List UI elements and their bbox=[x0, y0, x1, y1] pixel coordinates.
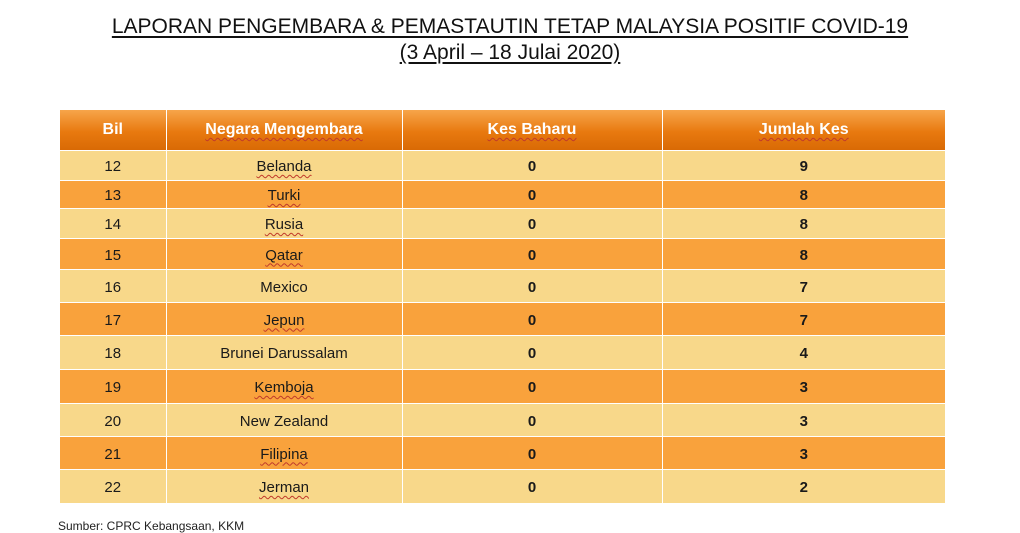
table-row: 12 Belanda 0 9 bbox=[60, 150, 945, 181]
cell-kes-baharu: 0 bbox=[402, 150, 663, 181]
table-row: 21 Filipina 0 3 bbox=[60, 436, 945, 470]
header-negara: Negara Mengembara bbox=[166, 110, 403, 151]
cell-negara: Jerman bbox=[166, 469, 403, 503]
cell-jumlah-kes: 8 bbox=[662, 208, 945, 239]
table-row: 16 Mexico 0 7 bbox=[60, 269, 945, 303]
cell-bil: 15 bbox=[60, 238, 167, 270]
header-kes-baharu: Kes Baharu bbox=[402, 110, 663, 151]
cell-bil: 22 bbox=[60, 469, 167, 503]
cell-jumlah-kes: 4 bbox=[662, 335, 945, 370]
source-note: Sumber: CPRC Kebangsaan, KKM bbox=[58, 519, 245, 533]
cell-kes-baharu: 0 bbox=[402, 208, 663, 239]
table-body: 12 Belanda 0 9 13 Turki 0 8 14 Rusia 0 8… bbox=[60, 150, 945, 503]
cell-negara: Brunei Darussalam bbox=[166, 335, 403, 370]
cell-bil: 13 bbox=[60, 180, 167, 209]
cell-jumlah-kes: 2 bbox=[662, 469, 945, 503]
header-bil: Bil bbox=[60, 110, 167, 151]
cell-kes-baharu: 0 bbox=[402, 269, 663, 303]
cell-bil: 18 bbox=[60, 335, 167, 370]
cell-bil: 14 bbox=[60, 208, 167, 239]
cell-kes-baharu: 0 bbox=[402, 436, 663, 470]
cell-kes-baharu: 0 bbox=[402, 469, 663, 503]
table-row: 22 Jerman 0 2 bbox=[60, 469, 945, 503]
cell-negara: Jepun bbox=[166, 302, 403, 336]
cell-bil: 21 bbox=[60, 436, 167, 470]
cell-bil: 17 bbox=[60, 302, 167, 336]
cell-negara: Rusia bbox=[166, 208, 403, 239]
table-row: 19 Kemboja 0 3 bbox=[60, 369, 945, 404]
cell-kes-baharu: 0 bbox=[402, 369, 663, 404]
cell-jumlah-kes: 9 bbox=[662, 150, 945, 181]
cell-negara: Belanda bbox=[166, 150, 403, 181]
cell-jumlah-kes: 3 bbox=[662, 403, 945, 437]
table-row: 18 Brunei Darussalam 0 4 bbox=[60, 335, 945, 370]
header-jumlah-kes: Jumlah Kes bbox=[662, 110, 945, 151]
cell-bil: 19 bbox=[60, 369, 167, 404]
cell-jumlah-kes: 8 bbox=[662, 180, 945, 209]
title-line-2: (3 April – 18 Julai 2020) bbox=[399, 41, 621, 64]
cases-table: Bil Negara Mengembara Kes Baharu Jumlah … bbox=[60, 110, 945, 503]
cell-jumlah-kes: 7 bbox=[662, 302, 945, 336]
cell-negara: Mexico bbox=[166, 269, 403, 303]
report-title: LAPORAN PENGEMBARA & PEMASTAUTIN TETAP M… bbox=[0, 14, 1020, 66]
cell-bil: 16 bbox=[60, 269, 167, 303]
cell-bil: 20 bbox=[60, 403, 167, 437]
cell-jumlah-kes: 7 bbox=[662, 269, 945, 303]
table-row: 13 Turki 0 8 bbox=[60, 180, 945, 209]
cell-kes-baharu: 0 bbox=[402, 335, 663, 370]
cell-kes-baharu: 0 bbox=[402, 180, 663, 209]
cell-jumlah-kes: 8 bbox=[662, 238, 945, 270]
cell-negara: Filipina bbox=[166, 436, 403, 470]
table-row: 17 Jepun 0 7 bbox=[60, 302, 945, 336]
cell-negara: New Zealand bbox=[166, 403, 403, 437]
title-line-1: LAPORAN PENGEMBARA & PEMASTAUTIN TETAP M… bbox=[111, 15, 909, 38]
cell-bil: 12 bbox=[60, 150, 167, 181]
table-row: 14 Rusia 0 8 bbox=[60, 208, 945, 239]
table-row: 20 New Zealand 0 3 bbox=[60, 403, 945, 437]
table-row: 15 Qatar 0 8 bbox=[60, 238, 945, 270]
cell-kes-baharu: 0 bbox=[402, 238, 663, 270]
cell-negara: Kemboja bbox=[166, 369, 403, 404]
table-header-row: Bil Negara Mengembara Kes Baharu Jumlah … bbox=[60, 110, 945, 151]
cell-jumlah-kes: 3 bbox=[662, 369, 945, 404]
cell-negara: Qatar bbox=[166, 238, 403, 270]
cell-kes-baharu: 0 bbox=[402, 403, 663, 437]
cell-kes-baharu: 0 bbox=[402, 302, 663, 336]
cell-jumlah-kes: 3 bbox=[662, 436, 945, 470]
cell-negara: Turki bbox=[166, 180, 403, 209]
